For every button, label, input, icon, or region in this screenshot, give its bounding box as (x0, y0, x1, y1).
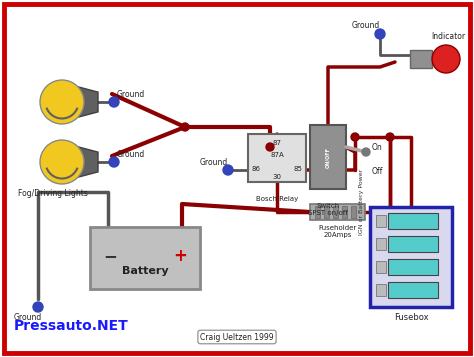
Text: 87: 87 (273, 140, 282, 146)
Text: ON/OFF: ON/OFF (326, 146, 330, 167)
Text: Switch
SPST on/off: Switch SPST on/off (308, 203, 348, 216)
Bar (370, 207, 452, 307)
Text: Pressauto.NET: Pressauto.NET (14, 319, 129, 333)
Circle shape (223, 165, 233, 175)
Text: Bosch Relay: Bosch Relay (256, 196, 298, 202)
Bar (333, 206, 338, 218)
Text: 86: 86 (252, 166, 261, 172)
Bar (90, 227, 200, 289)
Polygon shape (73, 146, 98, 178)
Text: 30: 30 (273, 174, 282, 180)
Bar (376, 238, 386, 250)
Text: Fusebox: Fusebox (394, 313, 428, 322)
Circle shape (266, 143, 274, 151)
Text: Fuseholder
20Amps: Fuseholder 20Amps (319, 225, 356, 238)
Bar (315, 206, 320, 218)
Bar (376, 215, 386, 227)
Text: Ground: Ground (352, 21, 380, 30)
Circle shape (109, 157, 119, 167)
Text: Ground: Ground (117, 90, 145, 99)
Text: Ground: Ground (14, 313, 42, 322)
Text: Craig Ueltzen 1999: Craig Ueltzen 1999 (200, 332, 274, 342)
Circle shape (181, 123, 189, 131)
Bar (388, 259, 438, 275)
Circle shape (40, 140, 84, 184)
Polygon shape (73, 85, 98, 119)
Bar (376, 261, 386, 273)
Text: Indicator: Indicator (431, 32, 465, 41)
Circle shape (375, 29, 385, 39)
Bar (388, 236, 438, 252)
Text: Battery: Battery (122, 266, 168, 276)
Circle shape (432, 45, 460, 73)
Circle shape (33, 302, 43, 312)
Bar (248, 134, 306, 182)
Bar (376, 284, 386, 296)
Text: Fog/Driving Lights: Fog/Driving Lights (18, 189, 88, 198)
Bar (351, 206, 356, 218)
Text: On: On (372, 142, 383, 151)
Circle shape (351, 133, 359, 141)
Bar (388, 213, 438, 229)
Bar (310, 204, 365, 220)
Text: IGN or Battery Power: IGN or Battery Power (359, 169, 365, 235)
Bar (310, 125, 346, 189)
Bar (342, 206, 347, 218)
Text: Off: Off (372, 166, 383, 176)
Text: 87A: 87A (270, 152, 284, 158)
Bar (324, 206, 329, 218)
Text: +: + (173, 247, 187, 265)
Text: −: − (103, 247, 117, 265)
Text: Ground: Ground (200, 158, 228, 167)
Text: 85: 85 (293, 166, 302, 172)
Circle shape (40, 80, 84, 124)
Circle shape (386, 133, 394, 141)
Circle shape (362, 148, 370, 156)
Text: Ground: Ground (117, 150, 145, 159)
Bar (388, 282, 438, 298)
Bar (410, 50, 432, 68)
Circle shape (109, 97, 119, 107)
